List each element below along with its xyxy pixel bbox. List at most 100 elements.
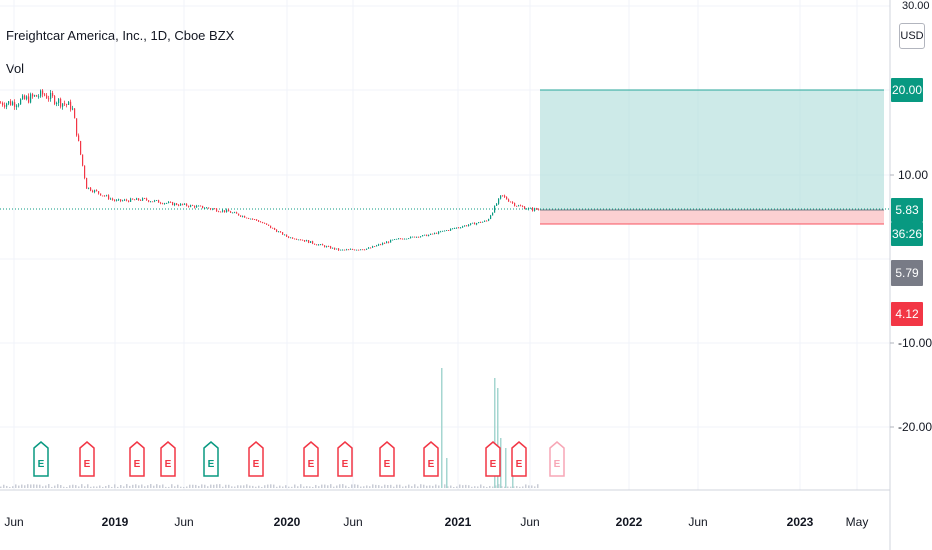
- candle-body: [126, 199, 128, 201]
- earnings-marker-E[interactable]: E: [379, 441, 395, 477]
- volume-bar: [228, 484, 230, 488]
- volume-bar: [384, 484, 386, 488]
- earnings-marker-E[interactable]: E: [511, 441, 527, 477]
- candle-body: [98, 191, 100, 194]
- time-axis-label: Jun: [688, 515, 707, 529]
- earnings-marker-E[interactable]: E: [549, 441, 565, 477]
- price-tag-stop: [891, 302, 923, 326]
- volume-bar: [258, 485, 260, 488]
- volume-bar: [144, 486, 146, 488]
- volume-bar: [12, 486, 14, 488]
- volume-spike: [497, 388, 499, 488]
- volume-bar: [87, 484, 89, 488]
- volume-bar: [240, 485, 242, 488]
- candle-body: [506, 196, 508, 200]
- volume-bar: [501, 486, 503, 488]
- earnings-marker-letter: E: [554, 459, 561, 470]
- volume-bar: [300, 484, 302, 488]
- candle-body: [528, 207, 530, 209]
- volume-bar: [333, 486, 335, 488]
- volume-bar: [339, 484, 341, 488]
- candle-body: [454, 228, 456, 229]
- candle-body: [474, 222, 476, 225]
- candle-body: [262, 222, 264, 224]
- earnings-marker-E[interactable]: E: [33, 441, 49, 477]
- volume-bar: [426, 485, 428, 488]
- candle-body: [32, 94, 34, 97]
- candle-body: [202, 205, 204, 209]
- volume-bar: [216, 484, 218, 488]
- earnings-marker-E[interactable]: E: [485, 441, 501, 477]
- earnings-marker-E[interactable]: E: [129, 441, 145, 477]
- candle-body: [368, 247, 370, 249]
- candle-body: [260, 221, 262, 223]
- candle-body: [438, 231, 440, 234]
- earnings-marker-E[interactable]: E: [337, 441, 353, 477]
- candle-body: [356, 249, 358, 251]
- candle-body: [124, 199, 126, 201]
- candle-body: [448, 230, 450, 231]
- candle-body: [112, 198, 114, 200]
- volume-bar: [354, 484, 356, 488]
- candle-body: [370, 247, 372, 249]
- currency-unit-button[interactable]: USD: [899, 23, 925, 49]
- volume-bar: [234, 486, 236, 488]
- volume-bar: [372, 484, 374, 488]
- candle-body: [122, 200, 124, 202]
- candle-body: [190, 205, 192, 207]
- volume-bar: [267, 484, 269, 488]
- earnings-marker-letter: E: [134, 459, 141, 470]
- candle-body: [434, 232, 436, 234]
- volume-bar: [312, 486, 314, 488]
- candle-body: [470, 223, 472, 225]
- candle-body: [280, 231, 282, 233]
- volume-bar: [438, 485, 440, 488]
- volume-bar: [219, 484, 221, 488]
- candle-body: [78, 135, 80, 142]
- volume-bar: [165, 486, 167, 488]
- price-tag-entry: [891, 260, 923, 286]
- volume-bar: [69, 485, 71, 488]
- earnings-marker-letter: E: [208, 459, 215, 470]
- volume-bar: [411, 486, 413, 488]
- candle-body: [266, 223, 268, 225]
- candle-body: [108, 195, 110, 200]
- candle-body: [222, 210, 224, 212]
- candle-body: [538, 209, 540, 211]
- chart-title[interactable]: Freightcar America, Inc., 1D, Cboe BZX: [6, 28, 235, 43]
- earnings-marker-E[interactable]: E: [248, 441, 264, 477]
- earnings-marker-E[interactable]: E: [79, 441, 95, 477]
- candle-body: [350, 249, 352, 250]
- candle-body: [396, 238, 398, 240]
- candle-body: [258, 220, 260, 222]
- volume-bar: [402, 486, 404, 488]
- volume-bar: [345, 485, 347, 488]
- earnings-marker-E[interactable]: E: [303, 441, 319, 477]
- volume-bar: [210, 484, 212, 488]
- candle-body: [386, 241, 388, 244]
- candle-body: [142, 198, 144, 201]
- candle-body: [422, 235, 424, 237]
- candle-body: [420, 236, 422, 238]
- candle-body: [400, 238, 402, 240]
- earnings-marker-E[interactable]: E: [160, 441, 176, 477]
- candle-body: [166, 203, 168, 204]
- candle-body: [530, 207, 532, 209]
- candle-body: [238, 213, 240, 216]
- candle-body: [332, 247, 334, 249]
- price-tick-label: 10.00: [898, 168, 928, 182]
- volume-indicator-label[interactable]: Vol: [6, 61, 25, 76]
- volume-bar: [390, 484, 392, 488]
- candle-body: [406, 238, 408, 240]
- earnings-marker-E[interactable]: E: [423, 441, 439, 477]
- candle-body: [144, 198, 146, 199]
- time-axis-label: 2022: [616, 515, 643, 529]
- volume-bar: [6, 485, 8, 488]
- candle-body: [2, 102, 4, 106]
- volume-bar: [519, 486, 521, 488]
- earnings-marker-E[interactable]: E: [203, 441, 219, 477]
- volume-bar: [198, 485, 200, 488]
- candle-body: [230, 211, 232, 213]
- volume-bar: [279, 485, 281, 488]
